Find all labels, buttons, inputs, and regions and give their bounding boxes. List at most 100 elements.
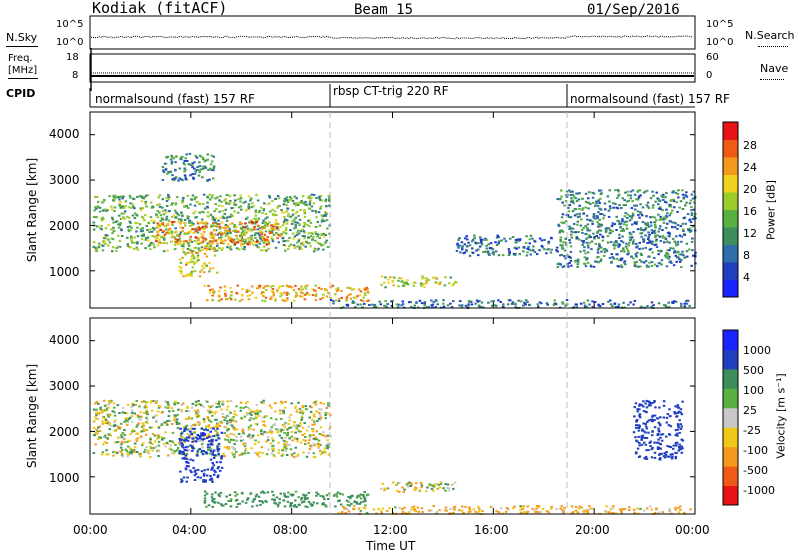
noise-panel: [89, 15, 696, 50]
velocity-region-3: [379, 481, 457, 494]
velocity-cbar-tick-m500: -500: [743, 464, 768, 477]
noise-tick-top-right: 10^5: [706, 19, 734, 30]
power-region-3: [178, 239, 219, 278]
velocity-colorbar-swatch: [723, 407, 738, 428]
nave-dots: [760, 79, 784, 80]
xtick-2000: 20:00: [575, 523, 610, 537]
power-cbar-tick-24: 24: [743, 161, 757, 174]
noise-tick-bottom-right: 10^0: [706, 37, 734, 48]
velocity-ytick-3000: 3000: [49, 379, 80, 393]
power-colorbar-swatch: [723, 262, 738, 280]
xtick-1200: 12:00: [373, 523, 408, 537]
power-ylabel: Slant Range [km]: [25, 157, 39, 263]
beam-title: Beam 15: [354, 2, 414, 18]
velocity-colorbar-swatch: [723, 349, 738, 370]
freq-tick-bottom: 8: [72, 70, 79, 81]
power-region-4: [203, 284, 370, 303]
freq-label-2: [MHz]: [8, 65, 38, 76]
power-cbar-tick-16: 16: [743, 205, 757, 218]
power-ytick-3000: 3000: [49, 173, 80, 187]
power-ytick-1000: 1000: [49, 265, 80, 279]
power-cbar-label: Power [dB]: [764, 180, 778, 240]
nsearch-dots: [758, 46, 788, 47]
velocity-colorbar-swatch: [723, 388, 738, 409]
velocity-cbar-tick-1000: 1000: [743, 344, 771, 357]
velocity-colorbar-swatch: [723, 368, 738, 389]
velocity-cbar-tick-500: 500: [743, 364, 764, 377]
station-title: Kodiak (fitACF): [92, 0, 228, 17]
date-title: 01/Sep/2016: [587, 2, 680, 18]
power-ytick-4000: 4000: [49, 127, 80, 141]
velocity-colorbar-swatch: [723, 330, 738, 350]
power-cbar-tick-4: 4: [743, 271, 750, 284]
power-colorbar-frame: [722, 121, 739, 298]
freq-panel: [89, 53, 696, 83]
power-colorbar-swatch: [723, 157, 738, 175]
cpid-label: CPID: [6, 87, 36, 100]
xtick-2400: 00:00: [675, 523, 710, 537]
power-colorbar-swatch: [723, 279, 738, 298]
power-cbar-tick-8: 8: [743, 249, 750, 262]
power-region-7: [455, 234, 559, 257]
velocity-colorbar: [723, 330, 738, 506]
xtick-0800: 08:00: [273, 523, 308, 537]
power-cbar-tick-20: 20: [743, 183, 757, 196]
power-region-0: [92, 193, 332, 253]
velocity-data-layer: [92, 399, 692, 515]
nsearch-trace: [90, 35, 694, 40]
power-region-8: [556, 189, 697, 269]
power-colorbar-swatch: [723, 192, 738, 210]
power-colorbar: [723, 122, 738, 298]
freq-tick-top: 18: [66, 52, 79, 63]
velocity-ylabel: Slant Range [km]: [25, 363, 39, 469]
power-data-layer: [92, 152, 697, 309]
cpid-segment-3: normalsound (fast) 157 RF: [570, 92, 730, 106]
velocity-ytick-4000: 4000: [49, 333, 80, 347]
xtick-1600: 16:00: [474, 523, 509, 537]
power-colorbar-swatch: [723, 209, 738, 228]
power-region-1: [153, 220, 282, 246]
freq-underline: [8, 78, 38, 79]
nave-label: Nave: [760, 62, 789, 75]
power-colorbar-swatch: [723, 122, 738, 140]
velocity-region-2: [203, 490, 370, 509]
velocity-cbar-tick-m25: -25: [743, 424, 761, 437]
velocity-panel-frame: [89, 317, 696, 515]
power-region-2: [161, 152, 216, 182]
velocity-cbar-tick-25: 25: [743, 404, 757, 417]
cpid-segment-1: normalsound (fast) 157 RF: [95, 92, 255, 106]
velocity-colorbar-swatch: [723, 446, 738, 467]
power-colorbar-swatch: [723, 139, 738, 158]
velocity-ytick-1000: 1000: [49, 471, 80, 485]
nave-tick-top: 60: [706, 52, 719, 63]
power-cbar-tick-28: 28: [743, 139, 757, 152]
xtick-0400: 04:00: [172, 523, 207, 537]
velocity-colorbar-swatch: [723, 466, 738, 487]
velocity-cbar-label: Velocity [m s⁻¹]: [774, 373, 788, 459]
noise-tick-top-left: 10^5: [56, 19, 84, 30]
nsky-underline: [6, 46, 38, 47]
velocity-cbar-tick-m1000: -1000: [743, 484, 775, 497]
nsky-label: N.Sky: [6, 31, 38, 44]
nsearch-label: N.Search: [745, 29, 795, 42]
cpid-segment-2: rbsp CT-trig 220 RF: [333, 84, 449, 98]
freq-label-1: Freq.: [8, 53, 33, 64]
power-colorbar-swatch: [723, 174, 738, 193]
noise-tick-bottom-left: 10^0: [56, 37, 84, 48]
velocity-region-0: [92, 399, 332, 459]
axes-layer: [89, 112, 696, 514]
xtick-0000: 00:00: [73, 523, 108, 537]
power-colorbar-swatch: [723, 244, 738, 263]
power-cbar-tick-12: 12: [743, 227, 757, 240]
power-ytick-2000: 2000: [49, 219, 80, 233]
velocity-cbar-tick-100: 100: [743, 384, 764, 397]
velocity-ytick-2000: 2000: [49, 425, 80, 439]
velocity-cbar-tick-m100: -100: [743, 444, 768, 457]
velocity-region-1: [178, 427, 224, 483]
velocity-region-5: [632, 399, 685, 461]
velocity-colorbar-swatch: [723, 427, 738, 448]
velocity-colorbar-frame: [722, 329, 739, 506]
power-region-5: [380, 275, 458, 289]
power-colorbar-swatch: [723, 227, 738, 245]
